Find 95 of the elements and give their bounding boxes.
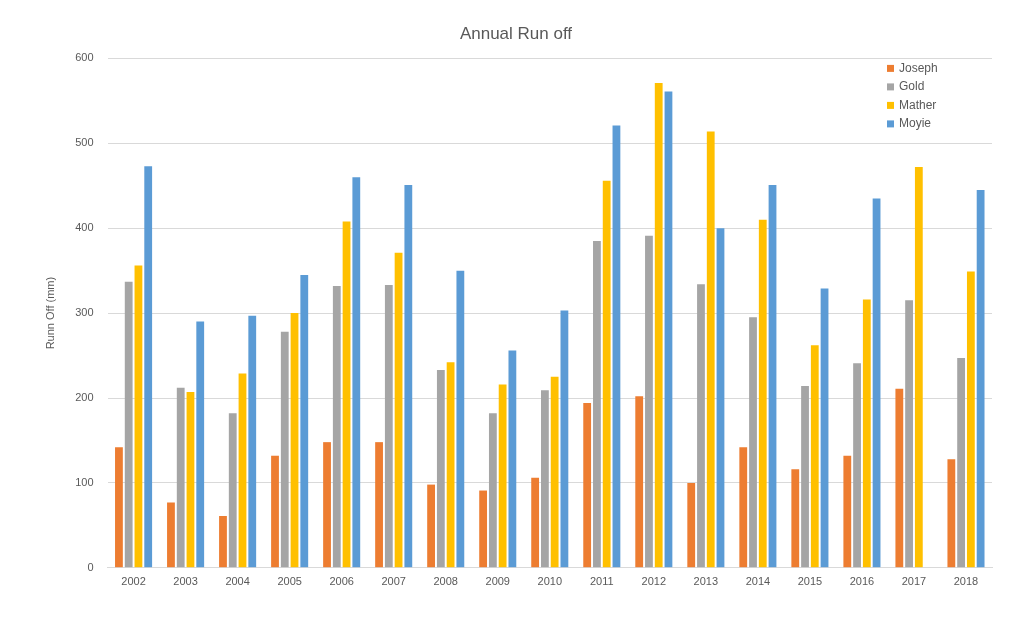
x-tick-label: 2018 (953, 575, 979, 588)
bar (758, 219, 767, 568)
x-tick-label: 2008 (433, 575, 458, 588)
bar (115, 447, 123, 568)
y-tick-label: 200 (75, 391, 94, 404)
x-tick-label: 2014 (745, 575, 771, 588)
bar (384, 285, 393, 568)
y-tick-label: 400 (75, 221, 94, 234)
bar (550, 376, 559, 568)
bar (801, 386, 809, 568)
bar (271, 455, 279, 568)
x-tick-label: 2005 (277, 575, 302, 588)
bar (248, 315, 257, 568)
x-tick-label: 2011 (589, 575, 614, 588)
bar (186, 392, 195, 568)
bar (612, 125, 621, 568)
legend-label: Mather (899, 97, 937, 112)
bar (716, 228, 725, 568)
bar (332, 285, 341, 568)
y-axis-title: Runn Off (mm) (43, 276, 56, 350)
y-tick-label: 100 (75, 475, 94, 488)
x-tick-label: 2003 (173, 575, 198, 588)
bar (791, 469, 800, 568)
bar (853, 363, 861, 568)
chart-title: Annual Run off (459, 23, 573, 43)
bar (905, 300, 913, 568)
x-tick-label: 2017 (901, 575, 927, 588)
x-tick-label: 2007 (381, 575, 406, 588)
bar (196, 321, 205, 568)
bar (739, 447, 748, 568)
y-tick-label: 600 (75, 51, 94, 64)
bar (654, 83, 663, 568)
x-tick-label: 2006 (329, 575, 354, 588)
bar (583, 403, 592, 568)
bar (593, 240, 601, 568)
bar (635, 396, 644, 568)
bar (228, 413, 237, 568)
bar (144, 166, 153, 568)
bar (976, 190, 985, 568)
bar (176, 387, 185, 568)
bar (541, 390, 549, 568)
bar (768, 184, 777, 568)
x-tick-label: 2002 (121, 575, 146, 588)
bar (749, 317, 757, 568)
bar (914, 167, 923, 568)
bar (167, 502, 175, 568)
bar (498, 384, 507, 568)
bar (456, 270, 465, 568)
bar (124, 281, 133, 568)
bar (664, 91, 673, 568)
x-tick-label: 2015 (797, 575, 823, 588)
bar (323, 442, 331, 568)
x-tick-label: 2016 (849, 575, 875, 588)
legend-label: Joseph (899, 60, 938, 75)
bar (394, 252, 403, 568)
bar (375, 442, 383, 568)
bar (810, 345, 819, 568)
bar (290, 313, 299, 568)
bar (404, 184, 413, 568)
bar (947, 459, 956, 568)
bar (645, 235, 653, 568)
bar (508, 350, 517, 568)
x-tick-label: 2013 (693, 575, 719, 588)
legend-label: Moyie (899, 116, 932, 131)
x-tick-label: 2009 (485, 575, 510, 588)
bar (966, 271, 975, 568)
bar (687, 482, 696, 568)
bar (862, 299, 871, 568)
bar (238, 373, 247, 568)
bar (872, 198, 881, 568)
bar (342, 221, 351, 568)
bar (697, 284, 705, 568)
bar (280, 331, 289, 568)
y-tick-label: 500 (75, 136, 94, 149)
bar (300, 274, 309, 568)
bar (479, 490, 488, 568)
bar (602, 180, 611, 568)
bar (843, 455, 852, 568)
bar (820, 288, 829, 568)
bar (436, 369, 445, 568)
legend-label: Gold (899, 79, 925, 94)
bar (427, 484, 435, 568)
bar (219, 516, 227, 568)
bar (446, 362, 455, 568)
y-tick-label: 300 (75, 306, 94, 319)
bar (531, 477, 540, 568)
x-tick-label: 2010 (537, 575, 563, 588)
bar (488, 413, 497, 568)
bar (352, 177, 361, 568)
bar (895, 388, 904, 568)
bar (957, 358, 966, 568)
bar (706, 131, 715, 568)
x-tick-label: 2004 (225, 575, 250, 588)
y-tick-label: 0 (87, 560, 94, 573)
x-tick-label: 2012 (641, 575, 667, 588)
